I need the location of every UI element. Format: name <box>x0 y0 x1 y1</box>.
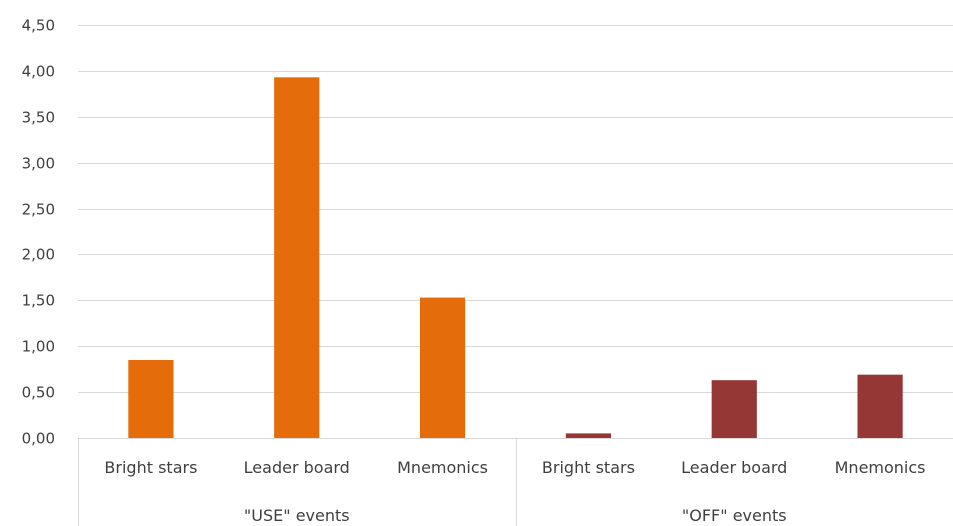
y-tick-label: 0,00 <box>22 430 55 448</box>
bar <box>274 77 320 439</box>
bars <box>128 77 903 439</box>
y-tick-label: 2,50 <box>22 201 55 219</box>
category-label: Mnemonics <box>397 458 488 477</box>
y-tick-label: 3,50 <box>22 109 55 127</box>
category-label: Mnemonics <box>835 458 926 477</box>
y-tick-label: 0,50 <box>22 384 55 402</box>
y-tick-label: 4,00 <box>22 63 55 81</box>
category-label: Leader board <box>244 458 350 477</box>
category-label: Leader board <box>681 458 787 477</box>
bar <box>857 374 903 438</box>
category-labels: Bright stars Leader board Mnemonics Bright … <box>104 458 925 477</box>
y-tick-label: 1,50 <box>22 292 55 310</box>
category-label: Bright stars <box>104 458 197 477</box>
y-tick-label: 4,50 <box>22 17 55 35</box>
category-label: Bright stars <box>542 458 635 477</box>
bar <box>711 380 757 438</box>
category-axis <box>78 438 953 526</box>
gridlines <box>78 25 953 393</box>
y-tick-label: 1,00 <box>22 338 55 356</box>
y-axis-tick-labels: 0,00 0,50 1,00 1,50 2,00 2,50 3,00 3,50 4,00 4,50 <box>22 17 55 448</box>
group-label: "OFF" events <box>682 506 787 525</box>
group-labels: "USE" events "OFF" events <box>244 506 787 525</box>
y-tick-label: 3,00 <box>22 155 55 173</box>
y-tick-label: 2,00 <box>22 246 55 264</box>
bar <box>565 433 612 438</box>
bar <box>419 297 466 438</box>
group-label: "USE" events <box>244 506 350 525</box>
bar <box>128 359 174 438</box>
